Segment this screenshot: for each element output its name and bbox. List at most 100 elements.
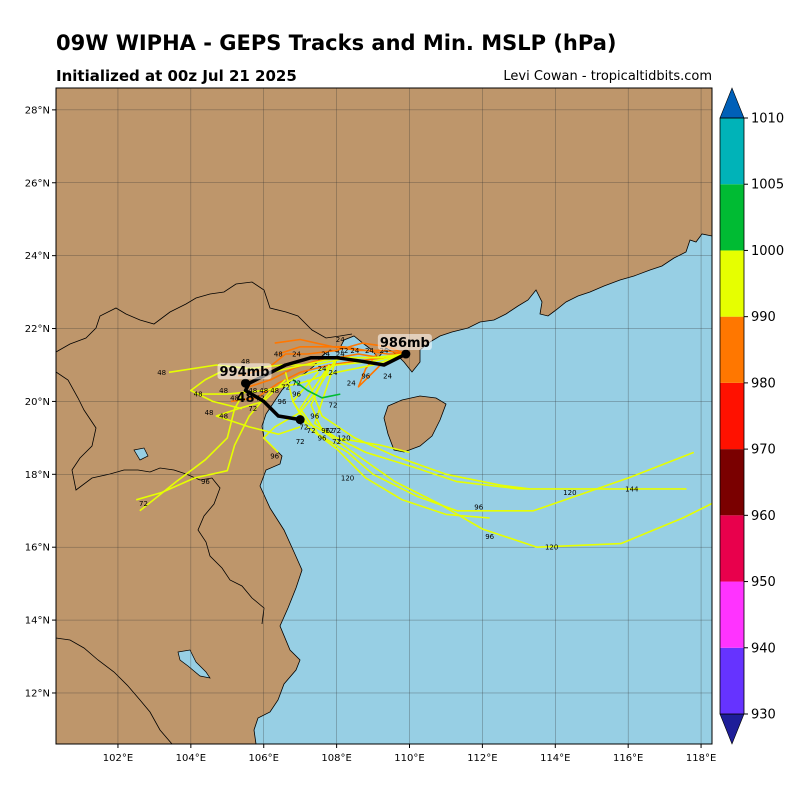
mean-track-point bbox=[295, 415, 305, 425]
colorbar-segment bbox=[720, 316, 744, 383]
forecast-hour-label: 24 bbox=[336, 351, 345, 359]
ensemble-mean-track bbox=[241, 349, 411, 425]
colorbar-max-extend bbox=[719, 87, 745, 119]
forecast-hour-label: 48 bbox=[157, 369, 166, 377]
forecast-hour-label: 144 bbox=[625, 485, 639, 493]
lon-tick-label: 118°E bbox=[686, 753, 716, 764]
ensemble-track bbox=[194, 353, 407, 395]
colorbar-segment bbox=[720, 382, 744, 450]
colorbar-tick-label: 1005 bbox=[751, 178, 784, 193]
hainan-island bbox=[383, 395, 447, 453]
border-lines bbox=[56, 281, 353, 744]
forecast-hour-label: 96 bbox=[292, 391, 301, 399]
forecast-hour-label: 96 bbox=[318, 434, 327, 442]
forecast-hour-label: 72 bbox=[292, 380, 301, 388]
ensemble-track bbox=[299, 364, 695, 512]
forecast-hour-label: 96 bbox=[310, 413, 319, 421]
colorbar-segment bbox=[720, 647, 744, 714]
forecast-hour-label: 120 bbox=[563, 489, 576, 497]
forecast-hour-label: 72 bbox=[299, 423, 308, 431]
forecast-hour-label: 72 bbox=[248, 405, 257, 413]
lon-tick-label: 116°E bbox=[613, 753, 643, 764]
forecast-hour-label: 96 bbox=[361, 372, 370, 380]
colorbar-segment bbox=[720, 449, 744, 516]
forecast-hour-label: 96 bbox=[321, 427, 330, 435]
forecast-hour-label: 96 bbox=[474, 504, 483, 512]
forecast-hour-label: 96 bbox=[201, 478, 210, 486]
lat-tick-label: 22°N bbox=[25, 324, 50, 335]
lat-tick-label: 18°N bbox=[25, 470, 50, 481]
lat-tick-label: 16°N bbox=[25, 543, 50, 554]
lon-tick-label: 112°E bbox=[467, 753, 497, 764]
forecast-hour-label: 120 bbox=[337, 434, 350, 442]
bay bbox=[133, 447, 149, 461]
pressure-colorbar: 930 940 950 960 970 980 990 1000 1005 1010 bbox=[719, 87, 784, 745]
latitude-ticks: 12°N 14°N 16°N 18°N 20°N 22°N 24°N 26°N 28°N bbox=[25, 105, 56, 699]
forecast-hour-label: 24 bbox=[336, 336, 345, 344]
forecast-hour-label: 48 bbox=[259, 387, 268, 395]
forecast-hour-label: 120 bbox=[545, 544, 558, 552]
colorbar-min-extend bbox=[719, 713, 745, 745]
lon-tick-label: 104°E bbox=[176, 753, 206, 764]
forecast-hour-label: 72 bbox=[339, 347, 348, 355]
colorbar-frame bbox=[719, 117, 745, 715]
map-frame bbox=[55, 87, 713, 745]
lat-tick-label: 14°N bbox=[25, 616, 50, 627]
ensemble-track bbox=[292, 378, 341, 399]
longitude-ticks: 102°E 104°E 106°E 108°E 110°E 112°E 114°E 116°E… bbox=[103, 744, 716, 764]
forecast-hour-label: 24 bbox=[292, 351, 301, 359]
pressure-label-box bbox=[217, 363, 272, 380]
forecast-hour-label: 72 bbox=[296, 438, 305, 446]
chart-title: 09W WIPHA - GEPS Tracks and Min. MSLP (h… bbox=[56, 31, 617, 55]
lon-tick-label: 106°E bbox=[249, 753, 279, 764]
forecast-hour-label: 48 bbox=[219, 413, 228, 421]
lon-tick-label: 108°E bbox=[321, 753, 351, 764]
forecast-hour-label: 96 bbox=[277, 398, 286, 406]
forecast-hour-label: 24 bbox=[321, 351, 330, 359]
lat-tick-label: 28°N bbox=[25, 105, 50, 116]
forecast-hour-label: 24 bbox=[383, 372, 392, 380]
pressure-label-box bbox=[377, 334, 432, 351]
mean-track-line bbox=[243, 352, 407, 422]
pressure-label: 994mb bbox=[220, 365, 270, 380]
chart-credit: Levi Cowan - tropicaltidbits.com bbox=[503, 69, 712, 84]
mean-track-point bbox=[401, 349, 411, 359]
forecast-hour-label: 24 bbox=[347, 380, 356, 388]
lon-tick-label: 114°E bbox=[540, 753, 570, 764]
colorbar-tick-label: 950 bbox=[751, 575, 776, 590]
forecast-hour-label: 48 bbox=[205, 409, 214, 417]
forecast-hour-label: 48 bbox=[241, 358, 250, 366]
forecast-hour-label: 72 bbox=[139, 500, 148, 508]
colorbar-tick-label: 990 bbox=[751, 310, 776, 325]
forecast-hour-label: 72 bbox=[329, 402, 338, 410]
forecast-hour-label: 48 bbox=[274, 351, 283, 359]
hour-annotation: 48 bbox=[236, 391, 254, 406]
colorbar-tick-label: 970 bbox=[751, 443, 776, 458]
pressure-label: 986mb bbox=[380, 336, 430, 351]
lake bbox=[177, 649, 211, 679]
forecast-hour-label: 120 bbox=[341, 474, 354, 482]
lat-tick-label: 20°N bbox=[25, 397, 50, 408]
forecast-hour-label: 24 bbox=[365, 347, 374, 355]
mean-track-point bbox=[241, 378, 251, 388]
forecast-hour-label: 48 bbox=[270, 387, 279, 395]
ensemble-track bbox=[306, 379, 530, 490]
colorbar-tick-label: 940 bbox=[751, 641, 776, 656]
colorbar-tick-label: 980 bbox=[751, 376, 776, 391]
forecast-hour-label: 24 bbox=[329, 369, 338, 377]
forecast-hour-label: 96 bbox=[270, 453, 279, 461]
forecast-hour-label: 72 bbox=[325, 427, 334, 435]
ensemble-track bbox=[274, 338, 407, 355]
colorbar-segment bbox=[720, 118, 744, 185]
forecast-hour-label: 48 bbox=[248, 387, 257, 395]
colorbar-tick-label: 1000 bbox=[751, 244, 784, 259]
colorbar-segment bbox=[720, 184, 744, 251]
lat-tick-label: 24°N bbox=[25, 251, 50, 262]
colorbar-segment bbox=[720, 581, 744, 648]
ensemble-track bbox=[135, 353, 407, 501]
forecast-hour-label: 48 bbox=[230, 394, 239, 402]
colorbar-tick-label: 960 bbox=[751, 509, 776, 524]
